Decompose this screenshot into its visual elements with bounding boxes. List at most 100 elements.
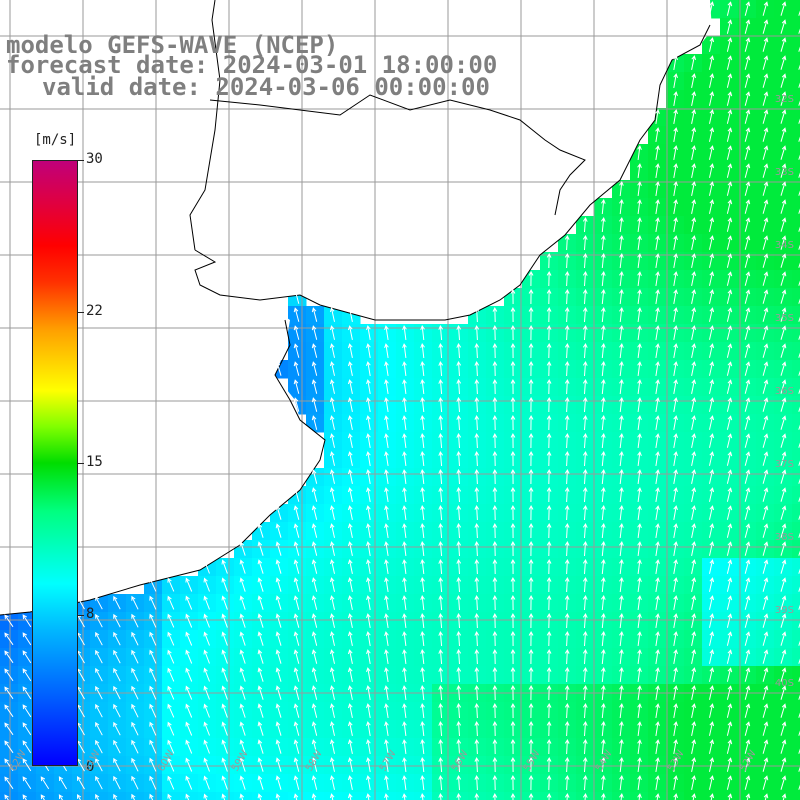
- wind-cell: [792, 18, 800, 37]
- wind-arrow: [655, 397, 660, 412]
- wind-arrow: [780, 271, 787, 286]
- wind-arrow: [257, 793, 263, 800]
- wind-arrow: [546, 648, 552, 665]
- wind-arrow: [275, 523, 282, 538]
- wind-arrow: [600, 630, 606, 647]
- wind-arrow: [203, 613, 210, 628]
- wind-arrow: [780, 73, 787, 88]
- wind-arrow: [582, 306, 588, 323]
- wind-arrow: [762, 523, 769, 538]
- wind-arrow: [438, 504, 444, 521]
- wind-arrow: [167, 577, 175, 592]
- wind-arrow: [780, 397, 787, 412]
- wind-arrow: [366, 703, 371, 718]
- wind-arrow: [456, 792, 462, 800]
- wind-arrow: [673, 793, 678, 800]
- wind-arrow: [221, 757, 228, 772]
- wind-arrow: [221, 685, 228, 700]
- wind-arrow: [167, 685, 175, 700]
- wind-arrow: [347, 559, 353, 574]
- wind-arrow: [293, 613, 300, 628]
- wind-arrow: [293, 703, 300, 718]
- wind-arrow: [329, 631, 335, 646]
- wind-arrow: [185, 685, 193, 700]
- wind-arrow: [600, 342, 606, 359]
- wind-arrow: [167, 793, 172, 800]
- wind-arrow: [673, 307, 678, 322]
- wind-arrow: [655, 577, 660, 592]
- wind-arrow: [691, 361, 697, 376]
- wind-arrow: [726, 451, 733, 466]
- wind-arrow: [744, 451, 751, 466]
- wind-arrow: [780, 199, 787, 214]
- wind-arrow: [564, 522, 570, 539]
- wind-arrow: [673, 199, 678, 214]
- wind-arrow: [438, 720, 444, 737]
- wind-arrow: [780, 19, 787, 34]
- wind-arrow: [673, 253, 678, 268]
- wind-cell: [792, 54, 800, 73]
- wind-arrow: [726, 487, 733, 502]
- wind-arrow: [619, 648, 624, 665]
- wind-arrow: [4, 686, 14, 700]
- wind-arrow: [257, 739, 264, 754]
- wind-arrow: [528, 450, 534, 467]
- wind-arrow: [22, 722, 32, 736]
- wind-arrow: [691, 397, 697, 412]
- wind-arrow: [546, 270, 552, 287]
- wind-arrow: [780, 217, 787, 232]
- wind-arrow: [492, 792, 498, 800]
- wind-arrow: [4, 668, 14, 682]
- wind-arrow: [95, 649, 103, 664]
- wind-cell: [792, 702, 800, 721]
- wind-arrow: [726, 37, 733, 52]
- wind-cell: [792, 396, 800, 415]
- wind-arrow: [600, 252, 606, 269]
- wind-arrow: [257, 721, 264, 736]
- wind-cell: [792, 486, 800, 505]
- wind-arrow: [546, 756, 552, 773]
- wind-arrow: [709, 343, 715, 358]
- wind-arrow: [744, 271, 751, 286]
- wind-arrow: [673, 757, 678, 772]
- wind-arrow: [780, 433, 787, 448]
- wind-arrow: [780, 37, 787, 52]
- wind-arrow: [744, 73, 751, 88]
- wind-arrow: [438, 738, 444, 755]
- wind-arrow: [673, 91, 678, 106]
- forecast-date: forecast date: 2024-03-01 18:00:00: [6, 51, 498, 79]
- wind-arrow: [655, 379, 660, 394]
- wind-cell: [792, 216, 800, 235]
- wind-arrow: [744, 235, 751, 250]
- wind-arrow: [600, 684, 606, 701]
- wind-arrow: [780, 163, 787, 178]
- wind-cell: [792, 72, 800, 91]
- wind-arrow: [762, 667, 769, 682]
- wind-arrow: [655, 685, 660, 700]
- wind-arrow: [167, 775, 175, 790]
- wind-arrow: [329, 559, 335, 574]
- wind-arrow: [744, 613, 751, 628]
- wind-arrow: [311, 361, 318, 376]
- wind-arrow: [347, 343, 353, 358]
- wind-arrow: [131, 739, 139, 754]
- wind-arrow: [293, 793, 299, 800]
- wind-arrow: [510, 432, 516, 449]
- colorbar-tick: [78, 615, 84, 616]
- wind-arrow: [492, 414, 498, 431]
- wind-arrow: [366, 793, 371, 800]
- wind-arrow: [691, 541, 697, 556]
- wind-cell: [792, 342, 800, 361]
- wind-arrow: [744, 541, 751, 556]
- wind-arrow: [384, 541, 389, 556]
- wind-arrow: [600, 504, 606, 521]
- wind-arrow: [420, 486, 425, 503]
- wind-arrow: [4, 794, 9, 800]
- wind-arrow: [655, 541, 660, 556]
- wind-arrow: [257, 631, 264, 646]
- wind-arrow: [637, 253, 642, 268]
- wind-arrow: [564, 234, 570, 251]
- wind-arrow: [384, 595, 389, 610]
- wind-arrow: [655, 127, 660, 142]
- wind-arrow: [600, 612, 606, 629]
